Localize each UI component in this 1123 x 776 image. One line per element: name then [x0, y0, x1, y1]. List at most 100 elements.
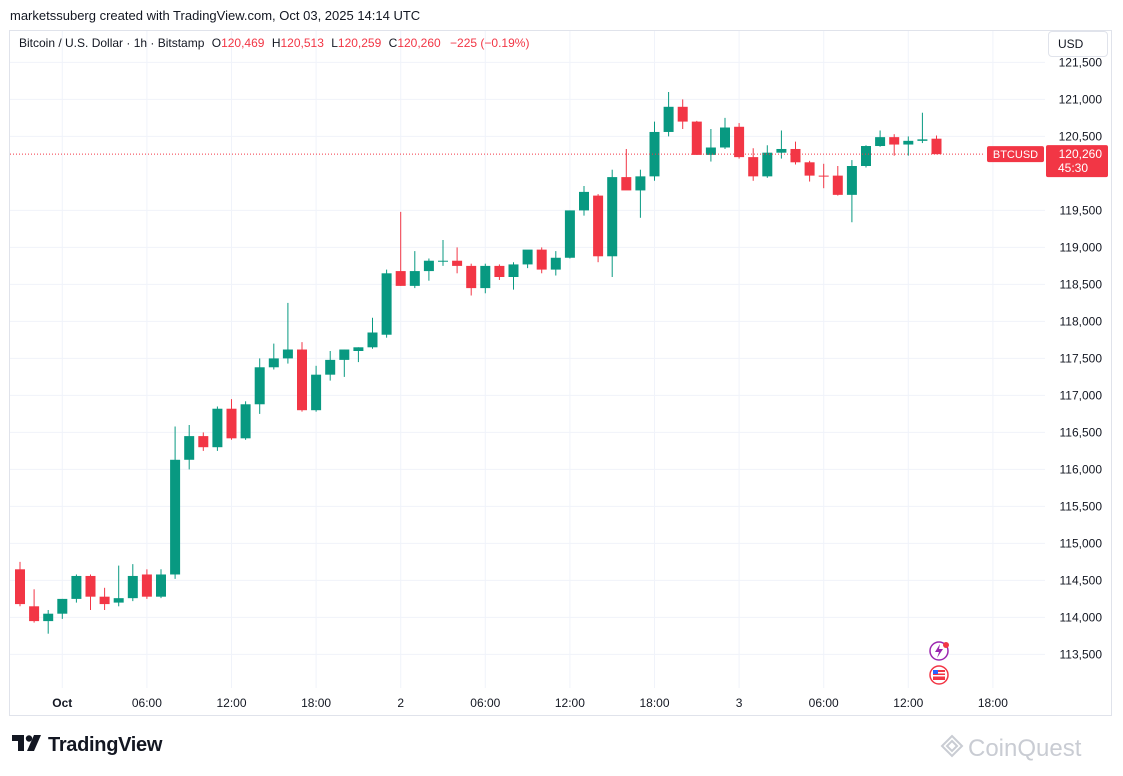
candle-body: [931, 138, 942, 155]
candle-body: [776, 148, 787, 153]
candle-body: [57, 598, 68, 614]
lightning-glyph: [935, 644, 943, 658]
candle-body: [99, 596, 110, 605]
x-tick-label: 18:00: [301, 696, 331, 710]
candle-body: [494, 265, 505, 277]
y-tick-label: 121,500: [1059, 55, 1103, 69]
candle-body: [861, 146, 871, 166]
candle-body: [198, 436, 209, 448]
y-tick-label: 117,500: [1060, 351, 1103, 365]
candle-body: [579, 191, 589, 211]
candle-body: [564, 210, 575, 258]
candle-body: [85, 575, 96, 597]
x-tick-label: 3: [736, 696, 743, 710]
close-value: 120,260: [397, 36, 441, 50]
last-price-text: 120,260: [1059, 147, 1103, 161]
candle-body: [71, 575, 82, 599]
candle-body: [353, 347, 364, 351]
x-tick-label: 12:00: [555, 696, 585, 710]
y-tick-label: 116,000: [1060, 462, 1103, 476]
candle-body: [734, 126, 745, 158]
candle-body: [677, 106, 688, 122]
candle-body: [522, 249, 533, 265]
candle-body: [663, 106, 674, 132]
candle-body: [367, 332, 378, 348]
candle-body: [395, 271, 406, 286]
candle-body: [846, 166, 857, 195]
x-tick-label: Oct: [52, 696, 72, 710]
x-tick-label: 12:00: [893, 696, 923, 710]
candle-body: [311, 374, 322, 411]
candle-body: [903, 140, 914, 145]
candle-body: [438, 260, 448, 262]
flag-stripe: [933, 675, 945, 677]
candle-body: [917, 139, 928, 141]
candle-body: [240, 404, 251, 439]
lightning-badge-dot: [943, 642, 949, 648]
candle-body: [762, 152, 773, 177]
candle-body: [170, 459, 181, 575]
currency-button[interactable]: USD: [1048, 31, 1108, 57]
candle-body: [325, 359, 336, 375]
y-tick-label: 114,000: [1060, 610, 1103, 624]
candle-body: [550, 257, 561, 270]
y-tick-label: 119,500: [1060, 203, 1103, 217]
candle-body: [705, 147, 716, 155]
candle-body: [593, 195, 604, 257]
candle-body: [480, 265, 491, 289]
candle-body: [536, 249, 547, 270]
candle-body: [508, 264, 519, 277]
countdown-text: 45:30: [1058, 161, 1088, 175]
candle-body: [452, 260, 463, 266]
y-tick-label: 115,500: [1060, 499, 1103, 513]
chart-frame[interactable]: [9, 30, 1112, 716]
candle-body: [43, 613, 54, 622]
candle-body: [875, 137, 886, 147]
low-label: L: [331, 36, 338, 50]
y-tick-label: 113,500: [1060, 647, 1103, 661]
candle-body: [635, 176, 646, 191]
tradingview-logo-icon: [12, 734, 42, 757]
candle-body: [381, 273, 392, 335]
low-value: 120,259: [337, 36, 382, 50]
close-label: C: [388, 36, 398, 50]
symbol-legend: Bitcoin / U.S. Dollar · 1h · Bitstamp O1…: [19, 36, 529, 50]
candle-body: [15, 569, 25, 605]
y-tick-label: 118,500: [1060, 277, 1103, 291]
candle-body: [423, 260, 434, 272]
x-tick-label: 18:00: [639, 696, 669, 710]
candle-body: [790, 148, 801, 163]
open-value: 120,469: [221, 36, 265, 50]
y-tick-label: 118,000: [1060, 314, 1103, 328]
high-label: H: [271, 36, 281, 50]
change-value: −225 (−0.19%): [450, 36, 530, 50]
candle-body: [268, 358, 279, 368]
candle-body: [748, 157, 759, 177]
x-tick-label: 2: [397, 696, 404, 710]
y-tick-label: 115,000: [1060, 536, 1103, 550]
candle-body: [466, 265, 477, 289]
y-tick-label: 114,500: [1060, 573, 1103, 587]
coinquest-logo-icon: [940, 734, 964, 765]
x-tick-label: 18:00: [978, 696, 1008, 710]
last-price-label: [1046, 145, 1108, 178]
candle-body: [649, 131, 660, 177]
y-tick-label: 117,000: [1060, 388, 1103, 402]
candle-body: [156, 574, 166, 597]
brand-text: TradingView: [48, 734, 163, 756]
y-tick-label: 120,500: [1059, 129, 1103, 143]
symbol-name[interactable]: Bitcoin / U.S. Dollar · 1h · Bitstamp: [19, 36, 205, 50]
candle-body: [804, 162, 815, 176]
x-tick-label: 12:00: [216, 696, 246, 710]
candle-body: [184, 436, 195, 460]
candle-body: [254, 367, 265, 405]
candle-body: [282, 349, 293, 359]
candle-body: [297, 349, 307, 411]
flag-canton: [933, 670, 938, 674]
tradingview-brand[interactable]: TradingView: [12, 734, 162, 757]
candle-body: [29, 606, 40, 622]
candle-body: [607, 177, 618, 257]
candle-body: [226, 408, 237, 439]
candle-body: [832, 175, 843, 195]
